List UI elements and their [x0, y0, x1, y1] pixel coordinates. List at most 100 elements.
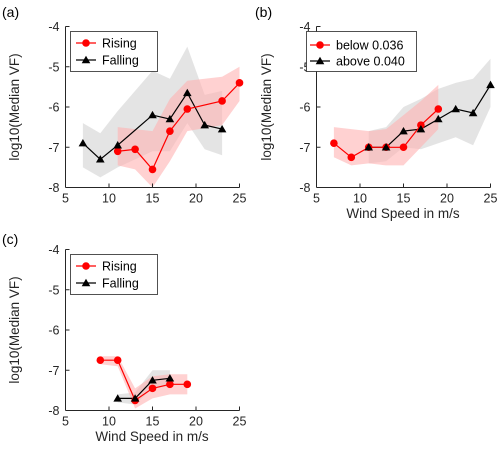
- panel-a-label: (a): [2, 4, 19, 20]
- panel-c-legend-marker-rising: [82, 262, 90, 270]
- panel-b-y-label: log10(Median VF): [259, 53, 274, 160]
- panel-a-point-falling-5: [183, 88, 192, 97]
- panel-b-label: (b): [255, 4, 272, 20]
- panel-b-line-above: [368, 84, 492, 148]
- panel-a-point-rising-2: [148, 165, 157, 174]
- panel-a-y-tick-4: -4: [48, 20, 59, 34]
- panel-c-y-tick-6: -6: [48, 324, 59, 338]
- panel-a-point-rising-3: [166, 127, 174, 135]
- panel-a-point-falling-0: [78, 139, 88, 147]
- panel-b-legend-box: [306, 31, 417, 72]
- panel-b-point-above-0-040-2: [399, 126, 408, 135]
- panel-b-x-tick-15: 15: [397, 192, 411, 206]
- panel-c-y-label: log10(Median VF): [7, 276, 22, 383]
- panel-c-y-tick-5: -5: [48, 283, 59, 297]
- panel-b-y-tick-7: -7: [299, 141, 310, 155]
- panel-c-y-tick-8: -8: [48, 404, 59, 418]
- panel-b-markers: [330, 80, 495, 162]
- panel-b-point-below-0-036-1: [347, 153, 356, 162]
- panel-b-point-below-0-036-4: [399, 143, 408, 152]
- panel-c-x-tick-5: 5: [62, 415, 69, 429]
- panel-c-x-tick-25: 25: [233, 415, 247, 429]
- panel-b-point-above-0-040-1: [381, 143, 391, 151]
- panel-c-y-ticks: -8 -7 -6 -5 -4: [48, 243, 70, 418]
- panel-c-point-rising-4: [166, 380, 174, 389]
- panel-b-point-above-0-040-4: [434, 114, 443, 123]
- panel-a-x-tick-10: 10: [102, 192, 116, 206]
- panel-c-x-tick-15: 15: [146, 415, 160, 429]
- panel-b-point-below-0-036-0: [330, 139, 338, 148]
- panel-b-bands: [333, 58, 491, 166]
- panel-b: (b) 5 10 15 20 25 -8 -7 -6 -5 -4 log10(Median VF…: [255, 4, 497, 221]
- panel-a-legend: Rising Falling: [70, 31, 158, 72]
- panel-b-y-tick-8: -8: [299, 181, 310, 195]
- panel-a-legend-box: [70, 31, 158, 72]
- panel-a-y-tick-8: -8: [48, 181, 59, 195]
- panel-c-point-rising-3: [148, 384, 157, 393]
- panel-b-point-below-0-036-6: [434, 105, 443, 113]
- panel-a-markers: [78, 79, 244, 174]
- panel-b-point-above-0-040-3: [416, 124, 426, 133]
- panel-b-y-tick-6: -6: [299, 101, 310, 115]
- panel-a-y-label: log10(Median VF): [7, 53, 22, 160]
- panel-c-axes: 5 10 15 20 25 -8 -7 -6 -5 -4: [48, 243, 246, 429]
- panel-c-point-falling-0: [113, 394, 122, 402]
- panel-b-y-tick-4: -4: [299, 20, 310, 34]
- panel-b-y-ticks: -8 -7 -6 -5 -4: [299, 20, 321, 195]
- panel-b-y-tick-5: -5: [299, 60, 310, 74]
- panel-b-legend-label-below: below 0.036: [336, 39, 403, 53]
- panel-a-y-ticks: -8 -7 -6 -5 -4: [48, 20, 70, 195]
- panel-b-point-above-0-040-5: [451, 104, 460, 113]
- panel-c-point-rising-1: [113, 356, 122, 364]
- panel-a-legend-marker-rising: [82, 39, 90, 47]
- panel-b-point-above-0-040-0: [364, 143, 373, 151]
- panel-a-point-falling-4: [165, 114, 175, 123]
- panel-c-legend-label-falling: Falling: [102, 277, 139, 291]
- panel-c: (c) 5 10 15 20 25 -8 -7 -6 -5 -4 log10(Median VF…: [2, 231, 246, 444]
- panel-b-legend-marker-below: [316, 41, 324, 49]
- panel-b-point-above-0-040-6: [468, 108, 478, 117]
- panel-b-x-tick-20: 20: [440, 192, 454, 206]
- panel-c-point-falling-1: [130, 394, 140, 402]
- panel-a-legend-label-falling: Falling: [102, 54, 139, 68]
- panel-b-x-tick-5: 5: [313, 192, 320, 206]
- panel-a-point-rising-6: [235, 79, 244, 87]
- panel-c-y-tick-4: -4: [48, 243, 59, 257]
- panel-b-x-ticks: 5 10 15 20 25: [313, 183, 498, 206]
- panel-a-point-rising-0: [113, 147, 122, 156]
- panel-a-x-tick-25: 25: [233, 192, 247, 206]
- panel-c-legend-marker-falling: [81, 278, 91, 287]
- panel-a-x-tick-5: 5: [62, 192, 69, 206]
- panel-b-legend-label-above: above 0.040: [336, 55, 405, 69]
- panel-c-label: (c): [2, 231, 18, 247]
- panel-a-legend-label-rising: Rising: [102, 37, 137, 51]
- panel-a-x-tick-20: 20: [189, 192, 203, 206]
- panel-a-line-falling: [82, 91, 223, 161]
- panel-c-line-falling: [117, 377, 170, 399]
- panel-a-point-falling-2: [113, 141, 122, 149]
- panel-c-x-label: Wind Speed in m/s: [95, 429, 209, 444]
- panel-b-axes: 5 10 15 20 25 -8 -7 -6 -5 -4: [299, 20, 497, 206]
- panel-b-x-tick-25: 25: [484, 192, 498, 206]
- panel-c-point-rising-0: [96, 356, 105, 364]
- panel-c-legend-box: [70, 254, 158, 295]
- panel-a-point-falling-3: [148, 110, 157, 119]
- panel-a-y-tick-6: -6: [48, 101, 59, 115]
- panel-a: (a) 5 10 15 20 25 -8 -7 -6 -5 -4 log10(Median VF…: [2, 4, 246, 206]
- panel-c-point-rising-5: [183, 380, 192, 389]
- panel-c-x-tick-10: 10: [102, 415, 116, 429]
- panel-a-point-falling-7: [217, 124, 227, 133]
- panel-b-legend: below 0.036 above 0.040: [306, 31, 417, 72]
- panel-c-markers: [96, 356, 192, 405]
- panel-a-axes: 5 10 15 20 25 -8 -7 -6 -5 -4: [48, 20, 246, 206]
- panel-a-legend-marker-falling: [81, 55, 91, 64]
- panel-c-legend: Rising Falling: [70, 254, 158, 295]
- panel-c-x-tick-20: 20: [189, 415, 203, 429]
- panel-a-band-rising: [117, 66, 240, 188]
- panel-c-point-falling-2: [148, 376, 157, 384]
- panel-a-point-rising-5: [218, 97, 226, 105]
- panel-b-legend-marker-above: [315, 56, 325, 65]
- panel-a-point-rising-4: [183, 105, 192, 113]
- panel-a-point-falling-6: [200, 120, 209, 129]
